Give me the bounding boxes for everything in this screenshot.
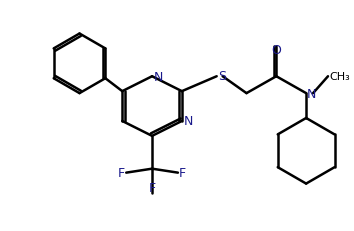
Text: N: N xyxy=(307,87,316,100)
Text: S: S xyxy=(218,70,225,82)
Text: N: N xyxy=(154,70,164,83)
Text: CH₃: CH₃ xyxy=(329,72,350,82)
Text: F: F xyxy=(149,181,156,194)
Text: F: F xyxy=(118,166,125,179)
Text: F: F xyxy=(179,166,186,179)
Text: N: N xyxy=(184,115,193,128)
Text: O: O xyxy=(272,44,281,57)
